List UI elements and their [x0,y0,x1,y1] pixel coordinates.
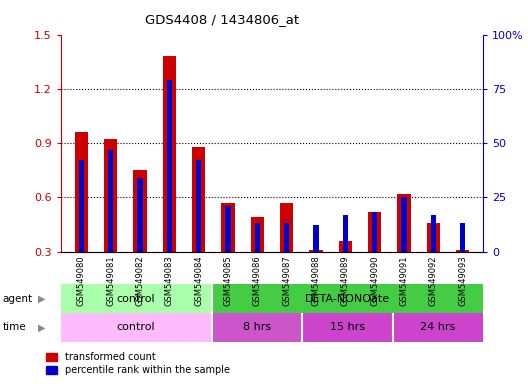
Text: GSM549083: GSM549083 [165,255,174,306]
Text: GSM549089: GSM549089 [341,255,350,306]
Text: GSM549086: GSM549086 [253,255,262,306]
Text: GSM549085: GSM549085 [223,255,232,306]
Text: GSM549084: GSM549084 [194,255,203,306]
Text: GSM549080: GSM549080 [77,255,86,306]
Bar [192,147,205,252]
Bar [251,217,264,252]
Text: GSM549088: GSM549088 [312,255,320,306]
Text: GSM549093: GSM549093 [458,255,467,306]
Bar [212,313,302,342]
Bar [343,215,348,252]
Bar [74,132,88,252]
Bar [372,212,377,252]
Bar [313,225,318,252]
Text: DETA-NONOate: DETA-NONOate [305,293,390,304]
Bar [196,161,201,252]
Text: ▶: ▶ [38,322,45,333]
Bar [225,206,231,252]
Bar [167,80,172,252]
Text: 8 hrs: 8 hrs [243,322,271,333]
Text: agent: agent [3,293,33,304]
Bar [338,241,352,252]
Text: GSM549081: GSM549081 [106,255,115,306]
Bar [368,212,381,252]
Text: GSM549092: GSM549092 [429,255,438,306]
Bar [401,197,407,252]
Bar [137,178,143,252]
Bar [427,223,440,252]
Bar [280,203,293,252]
Bar [79,161,84,252]
Bar [108,149,113,252]
Bar [431,215,436,252]
Bar [221,203,234,252]
Text: GSM549087: GSM549087 [282,255,291,306]
Text: GDS4408 / 1434806_at: GDS4408 / 1434806_at [145,13,299,26]
Text: time: time [3,322,26,333]
Bar [284,223,289,252]
Bar [212,284,483,313]
Bar [309,250,323,252]
Bar [302,313,393,342]
Text: GSM549091: GSM549091 [399,255,409,306]
Bar [61,284,212,313]
Bar [460,223,465,252]
Text: control: control [117,293,155,304]
Text: 24 hrs: 24 hrs [420,322,456,333]
Text: GSM549090: GSM549090 [370,255,379,306]
Bar [104,139,117,252]
Bar [254,223,260,252]
Bar [456,250,469,252]
Text: 15 hrs: 15 hrs [330,322,365,333]
Bar [163,56,176,252]
Text: control: control [117,322,155,333]
Text: GSM549082: GSM549082 [135,255,145,306]
Bar [61,313,212,342]
Bar [397,194,410,252]
Bar [393,313,483,342]
Text: ▶: ▶ [38,293,45,304]
Legend: transformed count, percentile rank within the sample: transformed count, percentile rank withi… [42,348,234,379]
Bar [133,170,146,252]
